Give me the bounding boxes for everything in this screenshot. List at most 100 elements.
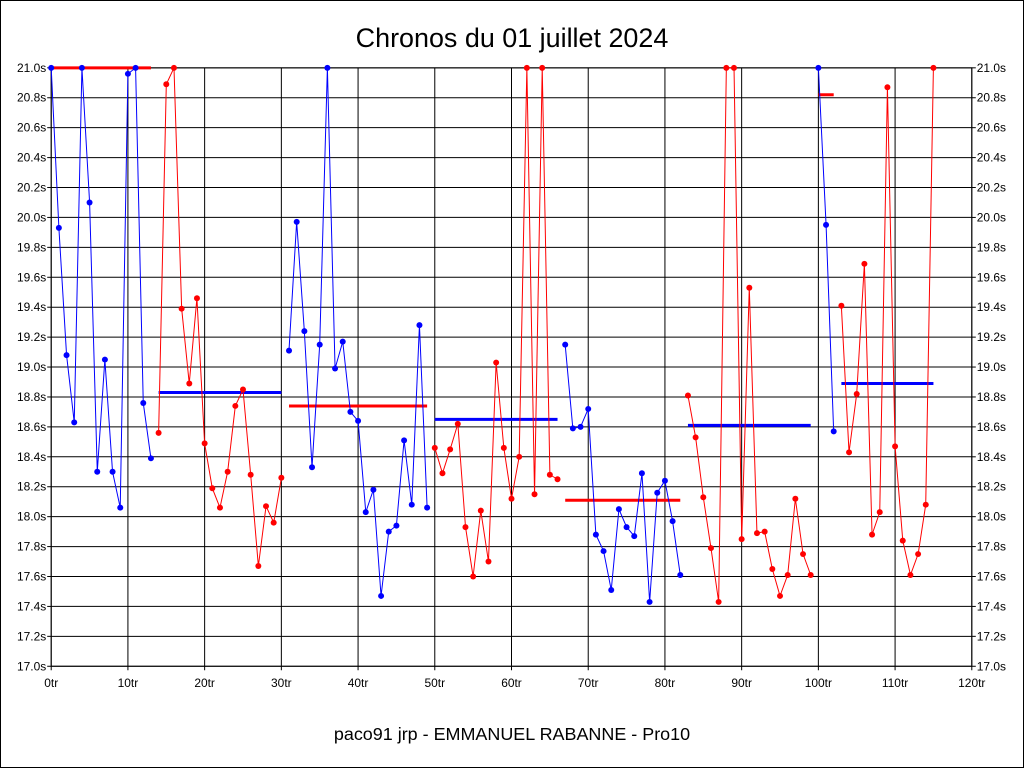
data-point: [554, 476, 561, 483]
data-point: [209, 485, 216, 492]
data-point: [500, 444, 507, 451]
y-tick-label: 18.6s: [17, 420, 46, 434]
data-point: [784, 572, 791, 578]
data-point: [101, 356, 108, 363]
chart-footer: paco91 jrp - EMMANUEL RABANNE - Pro10: [334, 724, 690, 744]
x-tick-label: 0tr: [44, 676, 58, 690]
y-tick-label-right: 20.4s: [977, 151, 1006, 165]
y-tick-label-right: 19.0s: [977, 360, 1006, 374]
average-lines: [51, 66, 934, 502]
data-point: [431, 444, 438, 451]
data-point: [892, 443, 899, 450]
x-tick-label: 60tr: [501, 676, 522, 690]
data-point: [301, 328, 308, 335]
data-point: [715, 598, 722, 605]
data-point: [600, 548, 607, 555]
data-point: [523, 64, 530, 71]
axis-ticks: 21.0s 21.0s 20.8s 20.8s 20.6s 20.6s 20.4s 20.4s…: [17, 61, 1006, 690]
data-point: [907, 572, 914, 578]
data-point: [516, 453, 523, 460]
x-tick-label: 30tr: [271, 676, 292, 690]
y-tick-label: 17.8s: [17, 540, 46, 554]
data-point: [539, 64, 546, 71]
data-point: [78, 64, 85, 71]
series-line: [50, 66, 152, 508]
series-line: [158, 67, 282, 567]
y-tick-label-right: 19.6s: [977, 270, 1006, 284]
series-line: [434, 67, 558, 577]
data-point: [692, 434, 699, 441]
data-point: [55, 224, 62, 231]
data-point: [631, 533, 638, 540]
y-tick-label: 19.4s: [17, 300, 46, 314]
data-point: [585, 405, 592, 412]
y-tick-label-right: 19.8s: [977, 240, 1006, 254]
data-point: [638, 470, 645, 477]
data-point: [193, 295, 200, 302]
y-tick-label: 21.0s: [17, 61, 46, 75]
series-line: [840, 67, 934, 577]
data-point: [247, 471, 254, 478]
x-tick-label: 20tr: [194, 676, 215, 690]
x-tick-label: 120tr: [958, 676, 985, 690]
data-point: [94, 468, 101, 475]
grid-lines: [50, 67, 973, 667]
data-point: [401, 437, 408, 444]
data-point: [416, 322, 423, 329]
x-tick-label: 80tr: [655, 676, 676, 690]
y-tick-label-right: 17.8s: [977, 540, 1006, 554]
y-tick-label: 17.6s: [17, 569, 46, 583]
data-point: [163, 81, 170, 88]
data-point: [876, 509, 883, 516]
series-line: [817, 67, 835, 432]
data-point: [654, 489, 661, 496]
y-tick-label-right: 18.0s: [977, 510, 1006, 524]
data-point: [823, 221, 830, 228]
y-tick-label: 19.8s: [17, 240, 46, 254]
data-point: [592, 531, 599, 538]
data-point: [562, 341, 569, 348]
y-tick-label: 17.2s: [17, 629, 46, 643]
data-point: [147, 455, 154, 462]
data-point: [309, 464, 316, 471]
data-point: [684, 392, 691, 399]
data-point: [48, 64, 55, 71]
y-tick-label: 17.4s: [17, 599, 46, 613]
data-point: [355, 417, 362, 424]
data-point: [140, 399, 147, 406]
data-point: [339, 338, 346, 345]
lap-series: [48, 64, 937, 605]
data-point: [815, 64, 822, 71]
y-tick-label: 20.8s: [17, 91, 46, 105]
y-tick-label-right: 21.0s: [977, 61, 1006, 75]
data-point: [700, 494, 707, 501]
y-tick-label: 18.2s: [17, 480, 46, 494]
x-tick-label: 40tr: [348, 676, 369, 690]
data-point: [608, 586, 615, 593]
data-point: [347, 408, 354, 415]
y-tick-label: 19.6s: [17, 270, 46, 284]
data-point: [915, 551, 922, 558]
data-point: [838, 302, 845, 309]
data-point: [493, 359, 500, 366]
data-point: [132, 64, 139, 71]
data-point: [677, 572, 684, 578]
data-point: [922, 501, 929, 508]
data-point: [86, 199, 93, 206]
data-point: [109, 468, 116, 475]
data-point: [861, 260, 868, 267]
data-point: [623, 524, 630, 531]
y-tick-label: 19.2s: [17, 330, 46, 344]
data-point: [201, 440, 208, 447]
data-point: [454, 420, 461, 427]
y-tick-label: 18.0s: [17, 510, 46, 524]
x-tick-label: 10tr: [118, 676, 139, 690]
y-tick-label-right: 20.0s: [977, 210, 1006, 224]
data-point: [332, 365, 339, 372]
data-point: [846, 449, 853, 456]
data-point: [754, 530, 760, 537]
data-point: [577, 423, 584, 430]
y-tick-label: 18.8s: [17, 390, 46, 404]
data-point: [800, 551, 807, 558]
